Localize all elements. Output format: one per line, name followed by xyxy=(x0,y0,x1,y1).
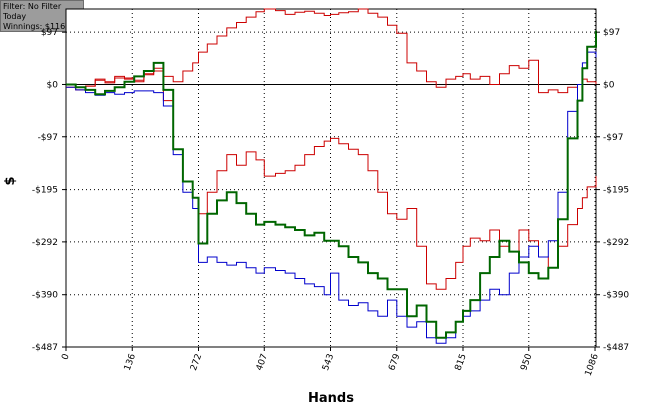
y-tick-label-left: -$390 xyxy=(32,291,58,301)
y-tick-label-right: -$390 xyxy=(603,291,629,301)
winnings-label: Winnings: $116.24 xyxy=(3,22,78,31)
ticks: 0 136 272 407 543 679 815 950 1086 $97 $97 $0 $0 -$97… xyxy=(32,28,630,377)
series-group xyxy=(66,8,597,344)
series-line-3 xyxy=(66,51,597,344)
y-tick-label-left: -$97 xyxy=(38,133,58,143)
x-tick-label: 543 xyxy=(321,353,336,373)
x-tick-label: 0 xyxy=(60,352,71,361)
filter-label: Filter: No Filter xyxy=(3,2,62,11)
series-line-4 xyxy=(66,30,597,339)
y-tick-label-right: -$292 xyxy=(603,238,629,248)
y-tick-label-right: -$195 xyxy=(603,186,629,196)
y-tick-label-right: -$97 xyxy=(603,133,623,143)
y-axis-title: $ xyxy=(3,176,18,185)
x-tick-label: 272 xyxy=(189,353,204,373)
period-label: Today xyxy=(3,12,27,21)
grid xyxy=(65,9,596,348)
x-axis-title: Hands xyxy=(308,391,354,406)
y-tick-label-right: -$487 xyxy=(603,343,629,353)
x-tick-label: 950 xyxy=(519,352,534,372)
x-tick-label: 136 xyxy=(123,352,138,372)
y-tick-label-left: -$195 xyxy=(32,186,58,196)
y-tick-label-left: $0 xyxy=(47,80,59,90)
y-tick-label-left: -$487 xyxy=(32,343,58,353)
x-tick-label: 407 xyxy=(255,353,270,373)
x-tick-label: 1086 xyxy=(584,352,601,377)
x-tick-label: 679 xyxy=(387,352,402,372)
x-tick-label: 815 xyxy=(454,353,469,373)
y-tick-label-left: -$292 xyxy=(32,238,58,248)
y-tick-label-right: $0 xyxy=(603,80,615,90)
y-tick-label-right: $97 xyxy=(603,28,620,38)
y-tick-label-left: $97 xyxy=(41,28,58,38)
